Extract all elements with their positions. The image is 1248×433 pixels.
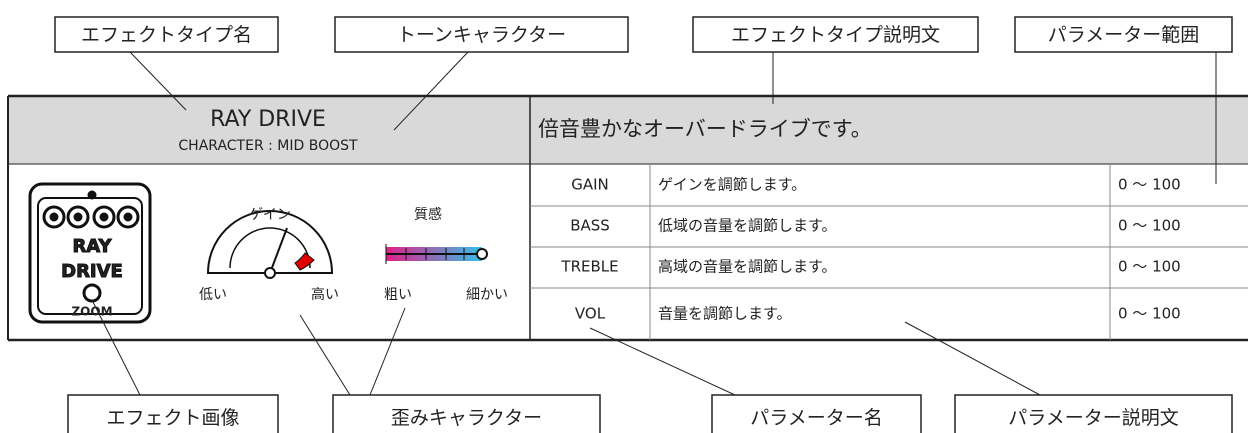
param-description: 低域の音量を調節します。 xyxy=(658,217,837,235)
callout-box xyxy=(711,394,922,433)
param-name: BASS xyxy=(570,217,610,235)
texture-title: 質感 xyxy=(414,206,442,223)
param-name: VOL xyxy=(575,305,606,323)
callout-box xyxy=(692,16,979,53)
callout-box xyxy=(1014,16,1233,53)
texture-high: 細かい xyxy=(466,287,508,303)
param-description: ゲインを調節します。 xyxy=(658,176,806,194)
callout-label: パラメーター範囲 xyxy=(1048,24,1199,46)
param-range: 0 ～ 100 xyxy=(1118,305,1181,323)
callout-label: エフェクトタイプ説明文 xyxy=(731,24,940,46)
effect-name: RAY DRIVE xyxy=(210,107,326,132)
effect-image: RAY DRIVE ZOOM xyxy=(28,182,152,324)
callout-label: パラメーター名 xyxy=(750,407,882,429)
svg-text:RAY: RAY xyxy=(72,236,112,257)
param-description: 音量を調節します。 xyxy=(658,305,792,323)
param-name: TREBLE xyxy=(560,258,618,276)
callout-label: パラメーター説明文 xyxy=(1008,407,1178,429)
header-row xyxy=(8,96,1248,164)
gain-gauge xyxy=(206,210,334,279)
param-range: 0 ～ 100 xyxy=(1118,217,1181,235)
param-range: 0 ～ 100 xyxy=(1118,258,1181,276)
svg-text:ZOOM: ZOOM xyxy=(71,305,112,319)
svg-text:DRIVE: DRIVE xyxy=(61,261,123,282)
param-description: 高域の音量を調節します。 xyxy=(658,258,837,276)
callout-box xyxy=(954,394,1233,433)
callout-box xyxy=(334,16,629,53)
param-range: 0 ～ 100 xyxy=(1118,176,1181,194)
callout-box xyxy=(54,16,279,53)
callout-label: 歪みキャラクター xyxy=(391,407,542,429)
callout-box xyxy=(332,394,601,433)
tone-character: CHARACTER : MID BOOST xyxy=(178,138,358,154)
table-lines xyxy=(7,94,1248,342)
callout-label: エフェクトタイプ名 xyxy=(81,24,252,46)
effect-description: 倍音豊かなオーバードライブです。 xyxy=(538,117,872,141)
gain-low: 低い xyxy=(199,287,227,303)
param-name: GAIN xyxy=(571,176,609,194)
callout-label: トーンキャラクター xyxy=(397,24,566,46)
leader-lines xyxy=(91,51,1217,396)
texture-scale xyxy=(385,244,488,264)
callout-label: エフェクト画像 xyxy=(106,407,239,429)
callout-box xyxy=(67,394,279,433)
texture-low: 粗い xyxy=(384,287,412,303)
gain-high: 高い xyxy=(311,286,339,303)
gain-title: ゲイン xyxy=(249,207,291,223)
